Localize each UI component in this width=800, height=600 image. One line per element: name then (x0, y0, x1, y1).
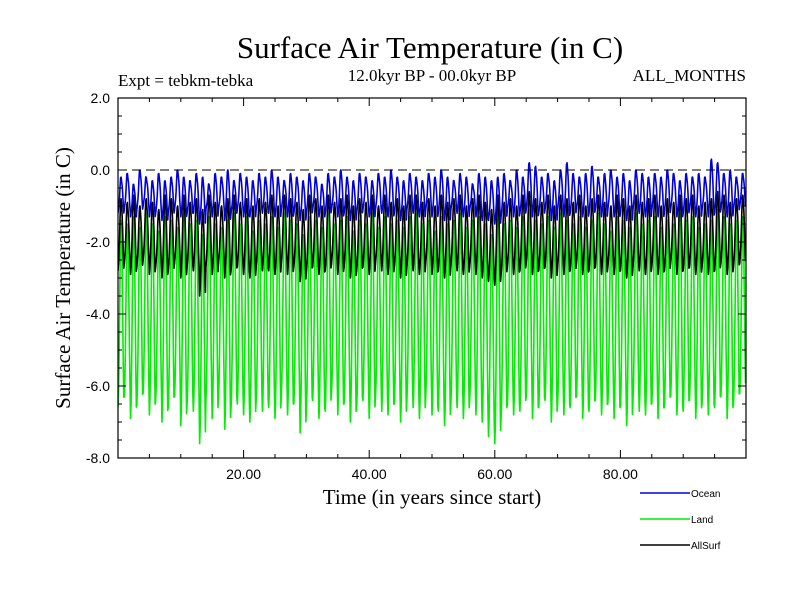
plot-area (117, 97, 747, 459)
series-line-land (118, 208, 746, 445)
series-line-ocean (118, 158, 746, 225)
y-tick-label: 2.0 (91, 90, 111, 106)
legend-label-ocean: Ocean (691, 489, 720, 500)
legend-label-land: Land (691, 515, 713, 526)
legend: Ocean Land AllSurf (640, 489, 721, 552)
y-tick-label: 0.0 (91, 162, 111, 178)
months-label: ALL_MONTHS (633, 66, 746, 85)
x-tick-label: 40.00 (352, 466, 387, 482)
series-layer (118, 158, 746, 445)
series-line-allsurf (118, 190, 746, 297)
period-label: 12.0kyr BP - 00.0kyr BP (348, 66, 516, 85)
x-tick-label: 80.00 (603, 466, 638, 482)
axis-layer: 2.0 0.0 -2.0 -4.0 -6.0 -8.0 20.00 40.00 60.00 80.… (86, 90, 746, 482)
y-tick-label: -6.0 (86, 378, 110, 394)
y-tick-label: -2.0 (86, 234, 110, 250)
y-tick-label: -8.0 (86, 450, 110, 466)
y-tick-label: -4.0 (86, 306, 110, 322)
chart-title: Surface Air Temperature (in C) (237, 30, 623, 65)
legend-label-allsurf: AllSurf (691, 541, 721, 552)
y-axis-label: Surface Air Temperature (in C) (51, 147, 75, 409)
experiment-label: Expt = tebkm-tebka (118, 71, 254, 90)
x-tick-label: 60.00 (477, 466, 512, 482)
x-tick-label: 20.00 (226, 466, 261, 482)
x-axis-label: Time (in years since start) (323, 485, 542, 509)
